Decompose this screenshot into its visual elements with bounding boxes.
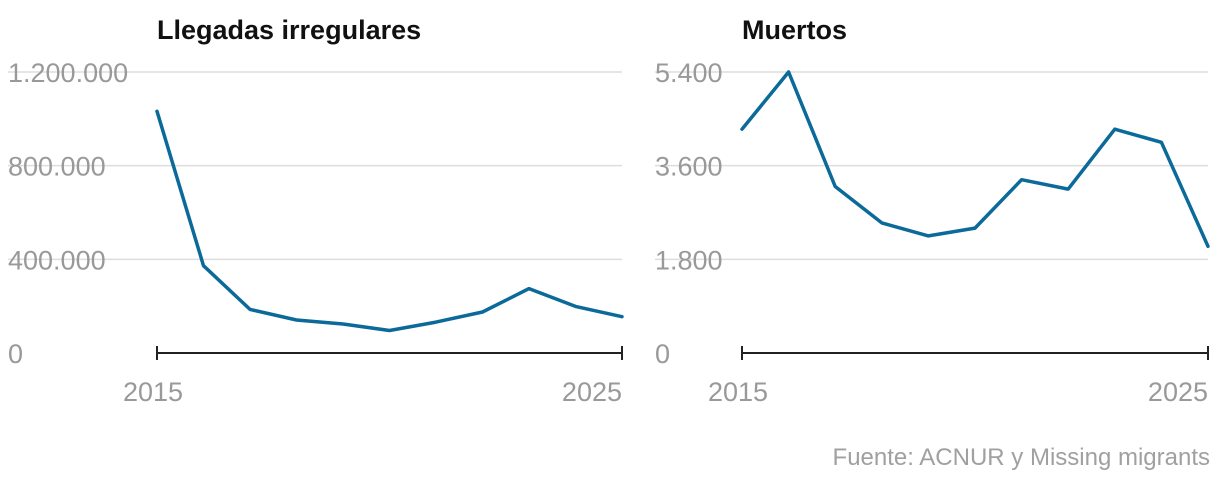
chart-panel-1: Llegadas irregulares 0 400.000 800.000 1.200… <box>8 15 624 407</box>
y-tick-label: 0 <box>8 339 23 369</box>
y-tick-label: 3.600 <box>655 152 723 182</box>
chart-panel-2: Muertos 0 1.800 3.600 5.400 2015 2025 <box>655 15 1210 407</box>
x-tick-label: 2015 <box>123 377 183 407</box>
source-note: Fuente: ACNUR y Missing migrants <box>832 444 1210 471</box>
y-tick-label: 1.800 <box>655 245 723 275</box>
series-line <box>155 109 624 333</box>
y-tick-label: 1.200.000 <box>8 58 128 88</box>
x-tick-label: 2015 <box>708 377 768 407</box>
y-tick-label: 800.000 <box>8 152 106 182</box>
series-line <box>740 70 1210 249</box>
y-tick-label: 5.400 <box>655 58 723 88</box>
x-tick-label: 2025 <box>562 377 622 407</box>
y-tick-label: 0 <box>655 339 670 369</box>
chart-title: Muertos <box>742 15 847 45</box>
chart-title: Llegadas irregulares <box>157 15 421 45</box>
x-tick-label: 2025 <box>1148 377 1208 407</box>
y-tick-label: 400.000 <box>8 245 106 275</box>
